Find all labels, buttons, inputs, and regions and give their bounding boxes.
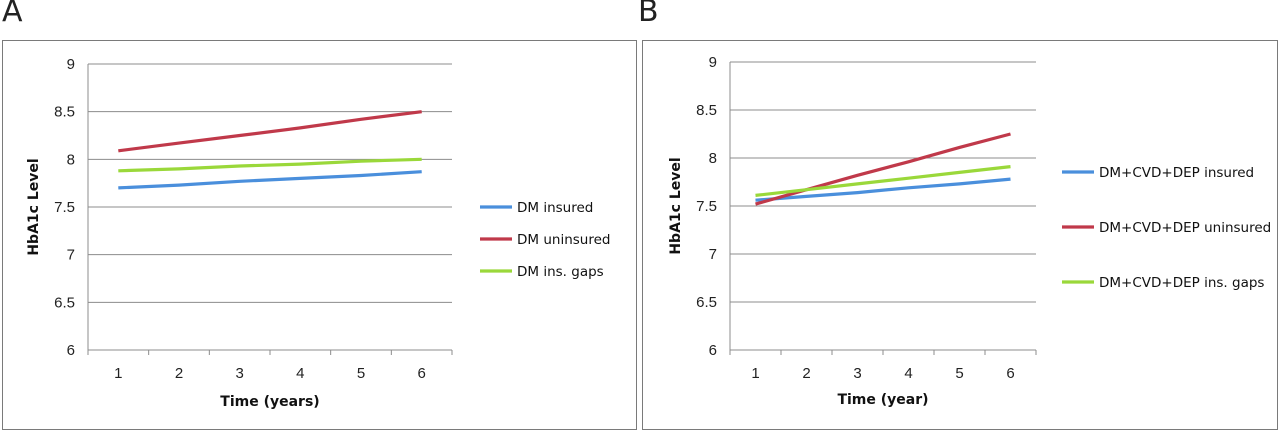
x-tick-label: 2	[802, 365, 810, 382]
series-line	[755, 177, 1011, 202]
legend-entry: DM+CVD+DEP ins. gaps	[1099, 275, 1264, 291]
series-line	[755, 165, 1011, 197]
y-tick-label: 6	[709, 342, 717, 359]
legend-entry: DM+CVD+DEP insured	[1099, 165, 1254, 181]
series-line	[118, 157, 422, 173]
x-tick-label: 6	[1006, 365, 1014, 382]
x-tick-label: 4	[904, 365, 912, 382]
panel-a-letter: A	[2, 0, 23, 29]
y-axis-title: HbA1c Level	[26, 158, 42, 255]
y-tick-label: 9	[67, 56, 75, 73]
y-tick-label: 7.5	[54, 199, 75, 216]
x-tick-label: 1	[751, 365, 759, 382]
x-axis-title: Time (years)	[220, 394, 319, 410]
x-tick-label: 1	[114, 365, 122, 382]
panel-b-letter: B	[638, 0, 659, 29]
y-tick-label: 6.5	[54, 294, 75, 311]
y-tick-label: 6.5	[696, 294, 717, 311]
series-line	[118, 170, 422, 190]
y-tick-label: 7.5	[696, 198, 717, 215]
y-tick-label: 8	[709, 150, 717, 167]
y-tick-label: 8.5	[54, 104, 75, 121]
legend-entry: DM insured	[517, 200, 593, 216]
chart-a-frame	[2, 40, 637, 430]
x-tick-label: 5	[357, 365, 365, 382]
x-tick-label: 4	[296, 365, 304, 382]
x-tick-label: 6	[417, 365, 425, 382]
x-tick-label: 3	[853, 365, 861, 382]
chart-a: 6 6.5 7 7.5 8 8.5 9 1 2 3 4 5 6 Time (years) HbA1c Lev…	[26, 56, 610, 410]
x-axis-title: Time (year)	[837, 392, 928, 408]
chart-b: 6 6.5 7 7.5 8 8.5 9 1 2 3 4 5 6 Time (year) HbA1c Leve…	[668, 54, 1271, 408]
legend-entry: DM uninsured	[517, 232, 610, 248]
chart-b-frame	[642, 40, 1278, 430]
y-tick-label: 9	[709, 54, 717, 71]
series-line	[755, 132, 1011, 206]
legend-entry: DM ins. gaps	[517, 264, 604, 280]
legend-entry: DM+CVD+DEP uninsured	[1099, 220, 1271, 236]
x-tick-label: 5	[955, 365, 963, 382]
y-tick-label: 6	[67, 342, 75, 359]
x-tick-label: 3	[235, 365, 243, 382]
y-tick-label: 8.5	[696, 102, 717, 119]
y-tick-label: 7	[709, 246, 717, 263]
series-line	[118, 110, 422, 153]
y-tick-label: 8	[67, 151, 75, 168]
x-tick-label: 2	[175, 365, 183, 382]
y-tick-label: 7	[67, 247, 75, 264]
y-axis-title: HbA1c Level	[668, 157, 684, 254]
